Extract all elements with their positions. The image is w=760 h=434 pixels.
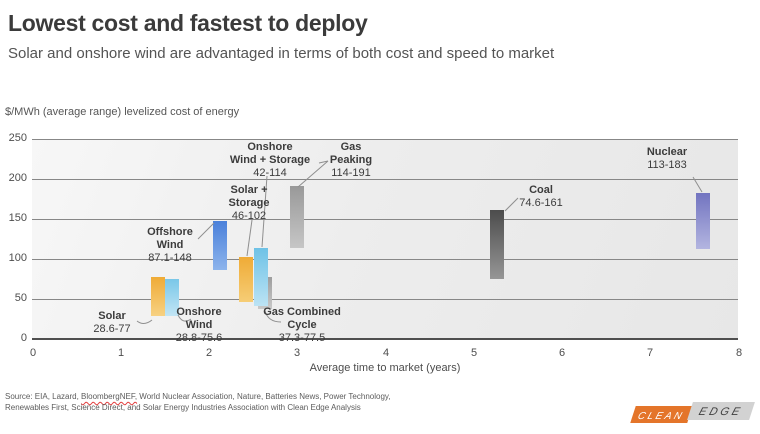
label-range-coal: 74.6-161 — [519, 197, 563, 209]
x-tick-6: 6 — [558, 347, 566, 359]
bar-nuclear — [696, 193, 710, 249]
y-tick-200: 200 — [8, 172, 27, 184]
x-tick-8: 8 — [735, 347, 743, 359]
source-text-prefix: Source: EIA, Lazard, — [5, 392, 82, 401]
y-tick-0: 0 — [20, 332, 27, 344]
bar-onshore-wind — [165, 279, 179, 316]
source-text-rest: World Nuclear Association, Nature, Batte… — [137, 392, 391, 401]
label-name-offshore-wind: Wind — [156, 239, 184, 251]
gridline-150 — [32, 219, 738, 220]
x-tick-2: 2 — [205, 347, 213, 359]
label-range-gas-peaking: 114-191 — [331, 167, 371, 179]
x-tick-4: 4 — [382, 347, 390, 359]
label-name-nuclear: Nuclear — [646, 146, 688, 158]
label-solar-storage: Solar + Storage 46-102 — [214, 184, 284, 223]
label-offshore-wind: Offshore Wind 87.1-148 — [130, 226, 210, 265]
label-range-nuclear: 113-183 — [647, 159, 687, 171]
bar-solar — [151, 277, 165, 316]
label-range-onshore-wind-storage: 42-114 — [253, 167, 287, 179]
bar-gas-peaking — [290, 186, 304, 248]
label-range-gas-combined-cycle: 37.3-77.5 — [278, 332, 326, 344]
y-axis-caption: $/MWh (average range) levelized cost of … — [5, 106, 240, 118]
x-tick-3: 3 — [293, 347, 301, 359]
label-solar: Solar 28.6-77 — [72, 310, 152, 336]
label-name-solar: Solar — [98, 310, 126, 322]
x-tick-0: 0 — [29, 347, 37, 359]
source-flagged-word: BloombergNEF, — [81, 392, 138, 401]
label-name-coal: Coal — [529, 184, 553, 196]
label-name-solar-storage: Storage — [228, 197, 270, 209]
logo-clean-badge: CLEAN — [630, 406, 693, 423]
plot-background — [32, 139, 738, 340]
label-name-gas-combined-cycle: Cycle — [287, 319, 317, 331]
y-tick-50: 50 — [14, 292, 27, 304]
gridline-200 — [32, 179, 738, 180]
y-tick-150: 150 — [8, 212, 27, 224]
x-axis-label: Average time to market (years) — [309, 362, 461, 374]
x-tick-5: 5 — [470, 347, 478, 359]
label-nuclear: Nuclear 113-183 — [627, 146, 707, 172]
label-name-gas-combined-cycle: Gas Combined — [263, 306, 341, 318]
y-tick-100: 100 — [8, 252, 27, 264]
source-note: Source: EIA, Lazard, BloombergNEF, World… — [5, 392, 391, 413]
label-onshore-wind: Onshore Wind 28.8-75.6 — [157, 306, 241, 345]
label-range-offshore-wind: 87.1-148 — [148, 252, 192, 264]
page-subtitle: Solar and onshore wind are advantaged in… — [8, 45, 555, 62]
page-title: Lowest cost and fastest to deploy — [8, 10, 368, 36]
y-tick-250: 250 — [8, 132, 27, 144]
x-tick-7: 7 — [646, 347, 654, 359]
label-onshore-wind-storage: Onshore Wind + Storage 42-114 — [220, 141, 320, 180]
bar-offshore-wind — [213, 221, 227, 270]
label-range-onshore-wind: 28.8-75.6 — [175, 332, 223, 344]
label-name-onshore-wind-storage: Onshore — [247, 141, 293, 153]
gridline-100 — [32, 259, 738, 260]
label-name-solar-storage: Solar + — [230, 184, 268, 196]
label-coal: Coal 74.6-161 — [501, 184, 581, 210]
label-name-gas-peaking: Gas — [340, 141, 362, 153]
logo-clean-text: CLEAN — [636, 411, 686, 422]
bar-solar-storage — [239, 257, 253, 302]
label-gas-combined-cycle: Gas Combined Cycle 37.3-77.5 — [252, 306, 352, 345]
label-name-offshore-wind: Offshore — [147, 226, 193, 238]
x-tick-1: 1 — [117, 347, 125, 359]
logo-edge-text: EDGE — [697, 406, 745, 418]
gridline-50 — [32, 299, 738, 300]
bar-onshore-wind-storage — [254, 248, 268, 306]
gridline-250 — [32, 139, 738, 140]
label-name-gas-peaking: Peaking — [329, 154, 373, 166]
bar-coal — [490, 210, 504, 279]
label-range-solar-storage: 46-102 — [231, 210, 267, 222]
source-text-line2: Renewables First, Science Direct, and So… — [5, 402, 361, 412]
label-name-onshore-wind: Wind — [185, 319, 213, 331]
x-axis-baseline — [32, 338, 738, 340]
logo-edge-badge: EDGE — [687, 402, 755, 420]
label-name-onshore-wind: Onshore — [176, 306, 222, 318]
label-gas-peaking: Gas Peaking 114-191 — [311, 141, 391, 180]
label-range-solar: 28.6-77 — [93, 323, 131, 335]
label-name-onshore-wind-storage: Wind + Storage — [229, 154, 311, 166]
